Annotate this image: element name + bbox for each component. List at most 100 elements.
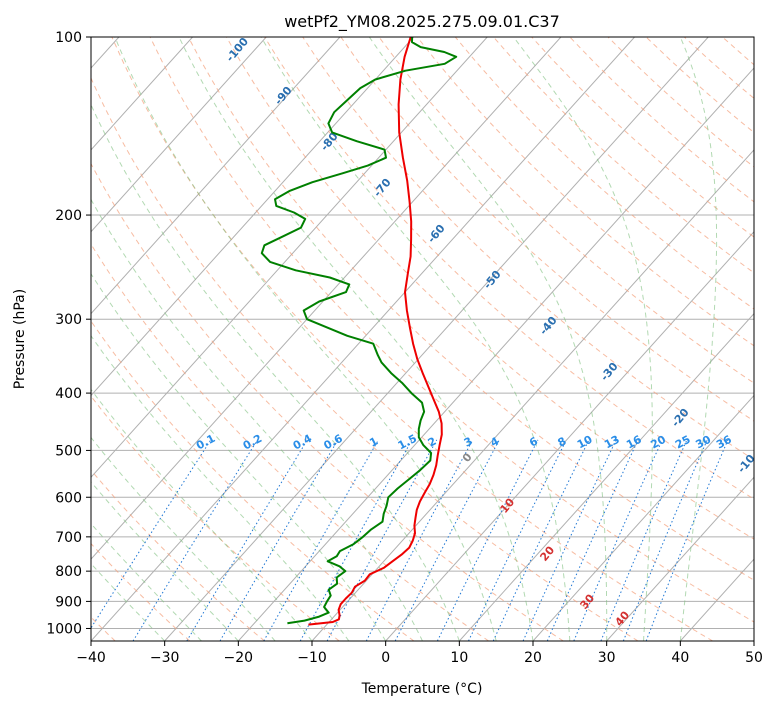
x-tick-label: −30 (150, 650, 180, 666)
dry-adiabat-line (645, 37, 754, 134)
mixing-ratio-label: 0.1 (194, 432, 217, 453)
isotherm-line (458, 312, 754, 641)
mixing-ratio-line (326, 439, 438, 641)
x-tick-label: 0 (381, 650, 390, 666)
moist-adiabat-line (91, 562, 166, 641)
isotherm-line (91, 37, 488, 479)
dry-adiabat-label: 30 (577, 591, 597, 611)
mixing-ratio-label: 0.2 (241, 432, 264, 453)
mixing-ratio-label: 6 (527, 434, 540, 449)
mixing-ratio-label: 3 (462, 435, 475, 450)
dry-adiabat-label: -90 (272, 84, 295, 108)
mixing-ratio-label: 16 (624, 433, 644, 452)
dry-adiabat-line (111, 37, 713, 641)
y-tick-label: 700 (55, 530, 82, 546)
moist-adiabat-line (513, 37, 653, 641)
mixing-ratio-line (219, 439, 339, 641)
y-tick-label: 500 (55, 443, 82, 459)
mixing-ratio-lines (91, 439, 729, 641)
mixing-ratio-line (436, 439, 539, 641)
y-axis-title: Pressure (hPa) (12, 289, 28, 389)
dry-adiabat-label: -100 (223, 35, 251, 65)
moist-adiabat-line (91, 334, 350, 641)
y-tick-label: 900 (55, 594, 82, 610)
dry-adiabat-line (91, 76, 639, 641)
dry-adiabat-label: 20 (537, 543, 557, 563)
dry-adiabat-line (91, 162, 564, 641)
isotherm-line (91, 37, 193, 151)
mixing-ratio-line (299, 439, 413, 641)
isotherm-line (91, 37, 341, 315)
plot-frame (90, 36, 755, 642)
moist-adiabat-line (178, 37, 534, 641)
mixing-ratio-line (186, 439, 308, 641)
mixing-ratio-label: 13 (602, 433, 622, 452)
y-tick-label: 600 (55, 490, 82, 506)
dry-adiabat-line (91, 243, 489, 641)
mixing-ratio-label: 25 (673, 433, 693, 452)
dry-adiabat-line (378, 37, 754, 384)
y-tick-label: 1000 (46, 621, 82, 637)
mixing-ratio-label: 36 (714, 433, 734, 452)
dry-adiabat-line (91, 320, 415, 641)
mixing-ratio-label: 2 (426, 435, 439, 450)
x-tick-label: −40 (76, 650, 106, 666)
x-tick-label: 10 (450, 650, 468, 666)
dry-adiabat-line (91, 469, 265, 641)
temperature-line (308, 37, 443, 626)
y-axis: 1000 900 800 700 600 500 400 300 200 100 (46, 30, 91, 637)
isotherm-line (532, 394, 754, 641)
dry-adiabat-line (683, 37, 754, 100)
plot-area: -100-90-80-70-60-50-40-30-20-10010203040… (91, 35, 775, 641)
dry-adiabat-label: -20 (669, 406, 692, 430)
moist-adiabat-line (114, 37, 497, 641)
dry-adiabat-line (264, 37, 754, 500)
y-tick-label: 100 (55, 30, 82, 46)
x-tick-label: 30 (598, 650, 616, 666)
mixing-ratio-line (263, 439, 379, 641)
y-tick-label: 800 (55, 564, 82, 580)
mixing-ratio-line (600, 439, 688, 641)
y-tick-label: 400 (55, 386, 82, 402)
x-tick-label: 40 (671, 650, 689, 666)
mixing-ratio-label: 1.5 (396, 432, 419, 453)
dry-adiabat-line (761, 37, 775, 641)
isotherm-line (91, 37, 562, 560)
dry-adiabat-label: -50 (481, 268, 504, 292)
isotherm-line (385, 230, 754, 641)
mixing-ratio-label: 30 (693, 433, 713, 452)
dry-adiabat-line (91, 395, 340, 641)
moist-adiabat-line (91, 388, 313, 641)
moist-adiabat-lines (91, 37, 718, 641)
isotherm-lines (91, 37, 754, 641)
mixing-ratio-line (91, 439, 212, 629)
isotherm-line (91, 37, 414, 397)
dry-adiabat-label: -70 (371, 176, 394, 200)
isotherm-line (237, 67, 754, 641)
sounding-series (260, 37, 458, 626)
dry-adiabat-lines (91, 37, 775, 641)
chart-title: wetPf2_YM08.2025.275.09.01.C37 (284, 12, 560, 32)
dry-adiabat-label: -30 (598, 360, 621, 384)
isobar-gridlines (91, 37, 754, 629)
x-tick-label: −10 (297, 650, 327, 666)
mixing-ratio-line (522, 439, 617, 641)
dry-adiabat-line (302, 37, 754, 461)
mixing-ratio-label: 1 (367, 435, 380, 450)
dry-adiabat-line (91, 542, 191, 641)
moist-adiabat-line (91, 273, 387, 641)
y-tick-label: 300 (55, 312, 82, 328)
isotherm-line (753, 640, 754, 641)
dry-adiabat-line (531, 37, 754, 238)
dry-adiabat-label: -60 (425, 222, 448, 246)
mixing-ratio-label: 10 (575, 433, 595, 452)
moist-adiabat-line (679, 37, 718, 641)
y-tick-label: 200 (55, 208, 82, 224)
mixing-ratio-line (546, 439, 639, 641)
isotherm-line (91, 37, 267, 233)
isotherm-line (164, 37, 709, 641)
isotherm-line (679, 558, 754, 641)
moist-adiabat-line (91, 103, 460, 641)
mixing-ratio-line (492, 439, 590, 641)
